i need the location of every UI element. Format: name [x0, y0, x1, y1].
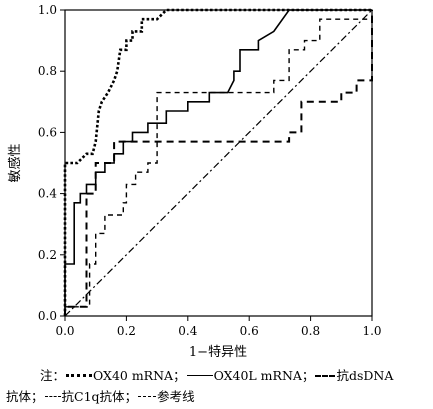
legend-label-ox40l: OX40L mRNA — [213, 368, 302, 383]
x-axis-ticks: 0.0 0.2 0.4 0.6 0.8 1.0 — [55, 316, 382, 338]
y-tick-label: 0.0 — [38, 309, 57, 323]
legend-swatch-ref — [138, 396, 157, 397]
x-tick-label: 0.8 — [301, 324, 320, 338]
plot-frame — [64, 9, 373, 317]
legend-line-1: 注： OX40 mRNA； OX40L mRNA； 抗dsDNA — [40, 365, 393, 384]
x-tick-label: 1.0 — [362, 324, 381, 338]
legend-swatch-c1q — [44, 396, 61, 397]
series-line-2 — [64, 10, 373, 316]
y-tick-label: 0.6 — [38, 125, 57, 139]
series-line-1 — [64, 9, 372, 316]
plot-area — [63, 8, 373, 317]
y-tick-label: 0.4 — [38, 187, 57, 201]
x-tick-label: 0.0 — [55, 324, 74, 338]
legend-line-2: 抗体； 抗C1q抗体； 参考线 — [6, 386, 195, 405]
legend-note-prefix: 注： — [40, 368, 66, 383]
legend-sep: ； — [31, 389, 44, 404]
x-axis-label: 1−特异性 — [189, 345, 247, 360]
y-axis-ticks: 0.0 0.2 0.4 0.6 0.8 1.0 — [38, 3, 65, 323]
series-line-4 — [64, 9, 373, 317]
y-tick-label: 1.0 — [38, 3, 57, 17]
y-axis-label: 敏感性 — [7, 143, 23, 182]
x-tick-label: 0.2 — [117, 324, 136, 338]
y-tick-label: 0.2 — [38, 248, 57, 262]
legend-sep: ； — [173, 368, 186, 383]
legend-label-ref: 参考线 — [157, 389, 195, 404]
legend-swatch-dsdna — [315, 374, 336, 377]
legend-label-dsdna: 抗dsDNA — [336, 368, 394, 383]
x-tick-label: 0.6 — [240, 324, 259, 338]
legend-label-ox40: OX40 mRNA — [93, 368, 174, 383]
y-tick-label: 0.8 — [38, 64, 57, 78]
x-tick-label: 0.4 — [178, 324, 197, 338]
legend-label-c1q: 抗C1q抗体 — [61, 389, 125, 404]
legend-sep: ； — [301, 368, 315, 383]
legend-swatch-ox40l — [186, 375, 213, 376]
legend-swatch-ox40 — [66, 374, 93, 377]
legend-sep: ； — [124, 389, 138, 404]
legend-label-dsdna-cont: 抗体 — [6, 389, 32, 404]
series-line-3 — [64, 10, 373, 316]
